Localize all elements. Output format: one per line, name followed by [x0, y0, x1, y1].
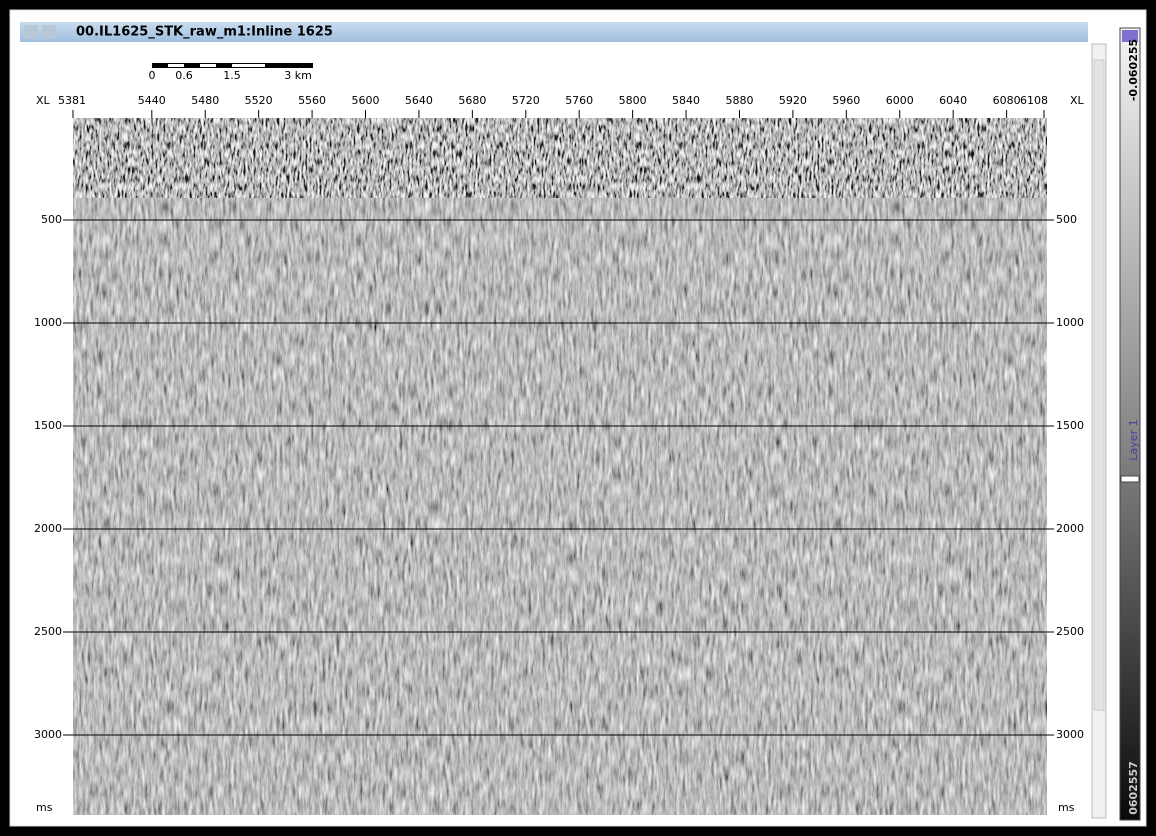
nav-forward-button[interactable] — [42, 25, 56, 39]
scale-bar-label: 0 — [149, 69, 156, 82]
colorbar-layer-handle[interactable] — [1120, 475, 1140, 483]
y-tick-label: 2000 — [1056, 522, 1084, 535]
x-tick-label: 6040 — [939, 94, 967, 107]
x-axis-unit: XL — [1070, 94, 1085, 107]
x-tick-label: 5560 — [298, 94, 326, 107]
x-axis-unit: XL — [36, 94, 51, 107]
y-tick-label: 2500 — [1056, 625, 1084, 638]
y-tick-label: 2500 — [34, 625, 62, 638]
x-tick-label: 6000 — [886, 94, 914, 107]
scale-bar — [152, 63, 313, 68]
y-tick-label: 1000 — [34, 316, 62, 329]
y-tick-label: 1500 — [34, 419, 62, 432]
y-axis-unit: ms — [36, 801, 53, 814]
scale-bar-label: 1.5 — [223, 69, 241, 82]
colorbar-top-handle[interactable] — [1122, 30, 1138, 42]
x-tick-label: 6080 — [993, 94, 1021, 107]
x-tick-label: 5880 — [725, 94, 753, 107]
x-tick-label: 5800 — [619, 94, 647, 107]
x-tick-label: 5520 — [245, 94, 273, 107]
x-tick-label: 5760 — [565, 94, 593, 107]
x-tick-label: 5640 — [405, 94, 433, 107]
seismic-shallow — [73, 118, 1047, 198]
x-tick-label: 5480 — [191, 94, 219, 107]
title-bar — [20, 22, 1088, 42]
x-tick-label: 5840 — [672, 94, 700, 107]
x-tick-label: 5680 — [458, 94, 486, 107]
nav-back-button[interactable] — [24, 25, 38, 39]
y-tick-label: 500 — [41, 213, 62, 226]
colorbar — [1119, 27, 1141, 821]
colorbar-bottom-label: 0602557 — [1127, 761, 1140, 815]
y-axis-unit: ms — [1058, 801, 1075, 814]
scale-bar-label: 3 km — [284, 69, 312, 82]
scroll-thumb[interactable] — [1093, 59, 1105, 711]
x-tick-label: 5920 — [779, 94, 807, 107]
x-tick-label: 5600 — [352, 94, 380, 107]
x-tick-label: 6108 — [1020, 94, 1048, 107]
y-tick-label: 2000 — [34, 522, 62, 535]
x-tick-label: 5381 — [58, 94, 86, 107]
x-tick-label: 5960 — [832, 94, 860, 107]
seismic-section — [73, 118, 1047, 815]
y-tick-label: 1000 — [1056, 316, 1084, 329]
x-tick-label: 5440 — [138, 94, 166, 107]
y-tick-label: 500 — [1056, 213, 1077, 226]
colorbar-top-label: -0.060255 — [1127, 39, 1140, 101]
y-tick-label: 3000 — [1056, 728, 1084, 741]
scale-bar-label: 0.6 — [175, 69, 193, 82]
window-title: 00.IL1625_STK_raw_m1:Inline 1625 — [76, 25, 333, 40]
y-tick-label: 1500 — [1056, 419, 1084, 432]
x-tick-label: 5720 — [512, 94, 540, 107]
layer-label: Layer 1 — [1127, 419, 1140, 460]
y-tick-label: 3000 — [34, 728, 62, 741]
